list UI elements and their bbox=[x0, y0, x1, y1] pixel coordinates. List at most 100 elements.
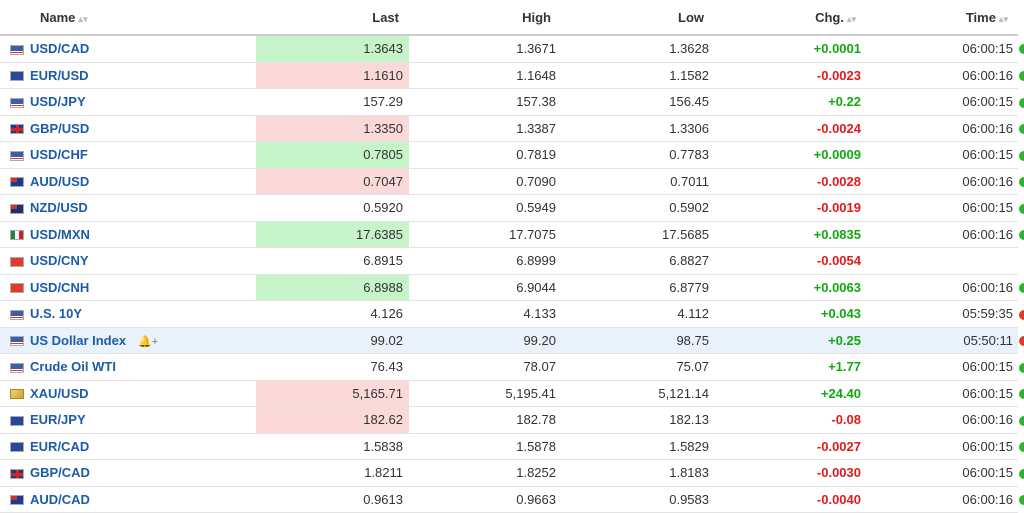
table-row[interactable]: USD/CHF 0.7805 0.7819 0.7783 +0.0009 06:00:15 bbox=[0, 141, 1018, 169]
table-row[interactable]: USD/JPY 157.29 157.38 156.45 +0.22 06:00:15 bbox=[0, 88, 1018, 116]
table-row[interactable]: U.S. 10Y 4.126 4.133 4.112 +0.043 05:59:35 bbox=[0, 300, 1018, 328]
table-row[interactable]: USD/CNH 6.8988 6.9044 6.8779 +0.0063 06:00:16 bbox=[0, 274, 1018, 301]
header-low: Low bbox=[561, 0, 714, 36]
last-cell: 6.8915 bbox=[256, 247, 409, 275]
last-cell: 157.29 bbox=[256, 88, 409, 116]
table-row[interactable]: US Dollar Index 🔔+ 99.02 99.20 98.75 +0.25 05:… bbox=[0, 327, 1018, 354]
instrument-link[interactable]: AUD/CAD bbox=[30, 491, 90, 507]
instrument-link[interactable]: XAU/USD bbox=[30, 385, 89, 401]
last-cell: 1.1610 bbox=[256, 62, 409, 89]
low-cell: 6.8827 bbox=[561, 247, 714, 275]
instrument-link[interactable]: NZD/USD bbox=[30, 200, 88, 216]
instrument-link[interactable]: US Dollar Index bbox=[30, 332, 127, 348]
name-cell: USD/CNH bbox=[30, 274, 256, 301]
gb-flag-icon bbox=[10, 468, 24, 479]
instrument-link[interactable]: GBP/USD bbox=[30, 120, 90, 136]
high-cell: 6.8999 bbox=[409, 247, 561, 275]
table-row[interactable]: USD/MXN 17.6385 17.7075 17.5685 +0.0835 06:00… bbox=[0, 221, 1018, 248]
status-dot-icon bbox=[1019, 388, 1024, 399]
table-row[interactable]: NZD/USD 0.5920 0.5949 0.5902 -0.0019 06:00:15 bbox=[0, 194, 1018, 222]
low-cell: 0.7011 bbox=[561, 168, 714, 195]
instrument-link[interactable]: USD/MXN bbox=[30, 226, 90, 242]
chg-cell: -0.0024 bbox=[714, 115, 866, 142]
instrument-link[interactable]: EUR/USD bbox=[30, 67, 89, 83]
instrument-link[interactable]: USD/CNH bbox=[30, 279, 90, 295]
instrument-link[interactable]: EUR/JPY bbox=[30, 412, 86, 428]
high-cell: 182.78 bbox=[409, 406, 561, 434]
header-chg[interactable]: Chg. ▴▾ bbox=[714, 0, 866, 36]
name-cell: GBP/CAD bbox=[30, 459, 256, 487]
high-cell: 1.3671 bbox=[409, 35, 561, 63]
high-cell: 1.5878 bbox=[409, 433, 561, 460]
table-row[interactable]: Crude Oil WTI 76.43 78.07 75.07 +1.77 06:00:1… bbox=[0, 353, 1018, 381]
alert-bell-icon[interactable]: 🔔+ bbox=[138, 335, 159, 348]
flag-cell bbox=[0, 406, 30, 434]
last-cell: 6.8988 bbox=[256, 274, 409, 301]
table-row[interactable]: AUD/CAD 0.9613 0.9663 0.9583 -0.0040 06:00:16 bbox=[0, 486, 1018, 513]
cn-flag-icon bbox=[10, 256, 24, 267]
table-row[interactable]: GBP/USD 1.3350 1.3387 1.3306 -0.0024 06:00:16 bbox=[0, 115, 1018, 142]
instrument-link[interactable]: USD/CAD bbox=[30, 41, 90, 57]
time-cell: 06:00:15 bbox=[866, 35, 1018, 63]
flag-cell bbox=[0, 194, 30, 222]
time-cell: 05:50:11 bbox=[866, 327, 1018, 354]
sort-icon[interactable]: ▴▾ bbox=[846, 13, 856, 24]
sort-icon[interactable]: ▴▾ bbox=[78, 13, 88, 24]
low-cell: 4.112 bbox=[561, 300, 714, 328]
us-flag-icon bbox=[10, 97, 24, 108]
status-dot-icon bbox=[1019, 468, 1024, 479]
status-dot-icon bbox=[1019, 176, 1024, 187]
us-flag-icon bbox=[10, 44, 24, 55]
flag-cell bbox=[0, 353, 30, 381]
instrument-link[interactable]: GBP/CAD bbox=[30, 465, 90, 481]
name-cell: EUR/JPY bbox=[30, 406, 256, 434]
low-cell: 156.45 bbox=[561, 88, 714, 116]
sort-icon[interactable]: ▴▾ bbox=[998, 13, 1008, 24]
instrument-link[interactable]: U.S. 10Y bbox=[30, 306, 83, 322]
table-row[interactable]: USD/CNY 6.8915 6.8999 6.8827 -0.0054 bbox=[0, 247, 1018, 275]
instrument-link[interactable]: Crude Oil WTI bbox=[30, 359, 116, 375]
high-cell: 5,195.41 bbox=[409, 380, 561, 407]
status-dot-icon bbox=[1019, 282, 1024, 293]
last-cell: 1.5838 bbox=[256, 433, 409, 460]
table-row[interactable]: EUR/JPY 182.62 182.78 182.13 -0.08 06:00:16 bbox=[0, 406, 1018, 434]
last-cell: 99.02 bbox=[256, 327, 409, 354]
status-dot-icon bbox=[1019, 123, 1024, 134]
table-row[interactable]: EUR/CAD 1.5838 1.5878 1.5829 -0.0027 06:00:15 bbox=[0, 433, 1018, 460]
name-cell: USD/CAD bbox=[30, 35, 256, 63]
us-flag-icon bbox=[10, 336, 24, 347]
last-cell: 0.9613 bbox=[256, 486, 409, 513]
instrument-link[interactable]: AUD/USD bbox=[30, 173, 90, 189]
table-row[interactable]: XAU/USD 5,165.71 5,195.41 5,121.14 +24.40 06:… bbox=[0, 380, 1018, 407]
chg-cell: +0.0063 bbox=[714, 274, 866, 301]
name-cell: US Dollar Index 🔔+ bbox=[30, 327, 256, 354]
status-dot-icon bbox=[1019, 309, 1024, 320]
time-cell: 06:00:16 bbox=[866, 221, 1018, 248]
table-row[interactable]: EUR/USD 1.1610 1.1648 1.1582 -0.0023 06:00:16 bbox=[0, 62, 1018, 89]
table-row[interactable]: GBP/CAD 1.8211 1.8252 1.8183 -0.0030 06:00:15 bbox=[0, 459, 1018, 487]
instrument-link[interactable]: USD/CHF bbox=[30, 147, 88, 163]
status-dot-icon bbox=[1019, 229, 1024, 240]
time-cell: 05:59:35 bbox=[866, 300, 1018, 328]
status-dot-icon bbox=[1019, 415, 1024, 426]
table-row[interactable]: USD/CAD 1.3643 1.3671 1.3628 +0.0001 06:00:15 bbox=[0, 35, 1018, 63]
high-cell: 0.7090 bbox=[409, 168, 561, 195]
status-dot-icon bbox=[1019, 335, 1024, 346]
header-name[interactable]: Name ▴▾ bbox=[0, 0, 256, 36]
time-cell: 06:00:16 bbox=[866, 168, 1018, 195]
high-cell: 78.07 bbox=[409, 353, 561, 381]
time-cell: 06:00:16 bbox=[866, 486, 1018, 513]
flag-cell bbox=[0, 380, 30, 407]
low-cell: 1.3628 bbox=[561, 35, 714, 63]
instrument-link[interactable]: USD/JPY bbox=[30, 94, 86, 110]
instrument-link[interactable]: USD/CNY bbox=[30, 253, 89, 269]
instrument-link[interactable]: EUR/CAD bbox=[30, 438, 90, 454]
low-cell: 1.8183 bbox=[561, 459, 714, 487]
flag-cell bbox=[0, 168, 30, 195]
header-time[interactable]: Time ▴▾ bbox=[866, 0, 1018, 36]
table-row[interactable]: AUD/USD 0.7047 0.7090 0.7011 -0.0028 06:00:16 bbox=[0, 168, 1018, 195]
high-cell: 99.20 bbox=[409, 327, 561, 354]
flag-cell bbox=[0, 433, 30, 460]
status-dot-icon bbox=[1019, 203, 1024, 214]
